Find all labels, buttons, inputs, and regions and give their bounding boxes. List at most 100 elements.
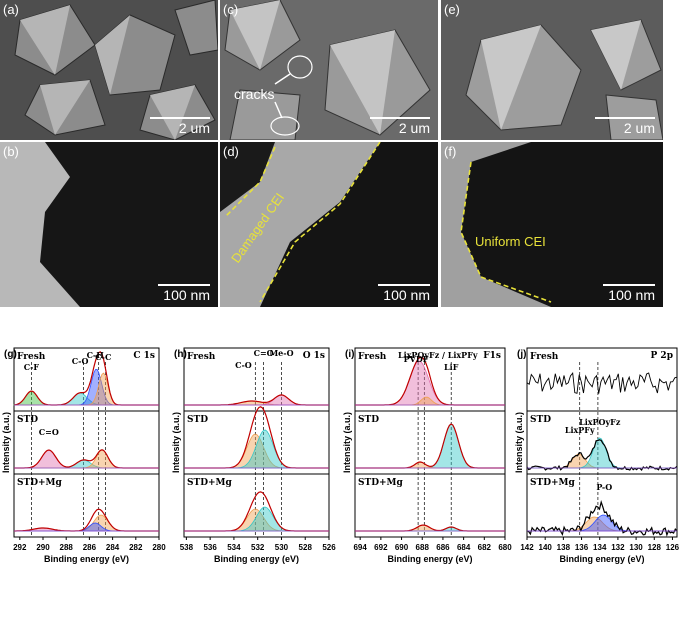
- element-label: P 2p: [651, 351, 673, 361]
- envelope-line: [526, 499, 678, 537]
- scale-bar: 100 nm: [158, 284, 210, 303]
- x-tick-label: 142: [520, 543, 534, 552]
- x-tick-label: 536: [203, 543, 217, 552]
- plot-frame: [354, 347, 506, 538]
- uniform-cei-annotation: Uniform CEI: [475, 234, 546, 249]
- x-tick-label: 136: [575, 543, 589, 552]
- panel-label: (e): [444, 2, 460, 17]
- cracks-annotation: cracks: [234, 86, 275, 102]
- peak-component: [355, 423, 505, 469]
- plot-frame: [526, 347, 678, 538]
- xps-figure: (g) C 1s Fresh STD STD+Mg C-F C-OC-HC-C C=O 292 2…: [1, 347, 680, 564]
- x-axis-label: Binding energy (eV): [214, 554, 299, 564]
- row-label: STD+Mg: [187, 478, 233, 488]
- row-label: STD+Mg: [358, 478, 404, 488]
- panel-label: (h): [174, 349, 187, 360]
- x-axis-label: Binding energy (eV): [44, 554, 129, 564]
- panel-label: (d): [223, 144, 239, 159]
- x-tick-label: 686: [436, 543, 450, 552]
- peak-label: LixPOyFz: [579, 417, 621, 427]
- x-tick-label: 140: [539, 543, 553, 552]
- peak-label: C-C: [95, 352, 111, 362]
- x-tick-label: 138: [557, 543, 571, 552]
- x-tick-label: 134: [593, 543, 607, 552]
- row-label: STD: [17, 415, 38, 425]
- row-label: STD+Mg: [17, 478, 63, 488]
- tem-image-b: [0, 142, 218, 307]
- sem-panel-a: (a) 2 um: [0, 0, 218, 140]
- panel-label: (c): [223, 2, 239, 17]
- row-label: Fresh: [17, 352, 46, 362]
- sem-image-e: [441, 0, 663, 140]
- x-tick-label: 282: [129, 543, 143, 552]
- x-axis-label: Binding energy (eV): [387, 554, 472, 564]
- x-tick-label: 680: [498, 543, 512, 552]
- peak-label: P-O: [596, 482, 612, 492]
- x-tick-label: 684: [457, 543, 471, 552]
- x-tick-label: 280: [152, 543, 166, 552]
- x-tick-label: 290: [36, 543, 50, 552]
- tem-panel-d: (d) Damaged CEI 100 nm: [220, 142, 438, 307]
- row-label: Fresh: [187, 352, 216, 362]
- peak-label: Me-O: [269, 348, 293, 358]
- row-label: STD: [358, 415, 379, 425]
- peak-label: C-H: [87, 350, 105, 360]
- panel-label: (b): [3, 144, 19, 159]
- x-tick-label: 526: [322, 543, 336, 552]
- peak-label: PVDF: [404, 354, 429, 364]
- tem-image-d: [220, 142, 438, 307]
- xps-panel-g: (g) C 1s Fresh STD STD+Mg C-F C-OC-HC-C C=O 292 2…: [1, 347, 166, 564]
- x-tick-label: 132: [611, 543, 625, 552]
- tem-panel-b: (b) 100 nm: [0, 142, 218, 307]
- x-tick-label: 692: [374, 543, 388, 552]
- xps-panel-h: (h) O 1s Fresh STD STD+Mg C-OC=OMe-O 538 536 534…: [171, 347, 336, 564]
- x-tick-label: 530: [275, 543, 289, 552]
- peak-component: [355, 461, 505, 469]
- panel-label: (g): [4, 349, 17, 360]
- y-axis-label: Intensity (a.u.): [1, 412, 11, 473]
- scale-bar: 100 nm: [378, 284, 430, 303]
- x-tick-label: 292: [13, 543, 27, 552]
- y-axis-label: Intensity (a.u.): [514, 412, 524, 473]
- row-label: STD: [187, 415, 208, 425]
- element-label: C 1s: [133, 351, 155, 361]
- tem-image-f: [441, 142, 663, 307]
- peak-component: [355, 396, 505, 406]
- row-label: STD+Mg: [530, 478, 576, 488]
- x-tick-label: 130: [629, 543, 643, 552]
- x-tick-label: 534: [227, 543, 241, 552]
- x-tick-label: 532: [251, 543, 265, 552]
- noise-trace: [526, 371, 678, 394]
- peak-label: LixPFy: [565, 425, 595, 435]
- peak-label: LixPOyFz / LixPFy: [398, 350, 478, 360]
- plot-frame: [183, 347, 330, 538]
- scale-bar: 2 um: [370, 117, 430, 136]
- x-tick-label: 538: [180, 543, 194, 552]
- row-label: Fresh: [530, 352, 559, 362]
- sem-image-c: [220, 0, 438, 140]
- x-tick-label: 682: [478, 543, 492, 552]
- x-tick-label: 126: [666, 543, 680, 552]
- x-tick-label: 286: [83, 543, 97, 552]
- scale-bar: 2 um: [595, 117, 655, 136]
- scale-bar: 100 nm: [603, 284, 655, 303]
- panel-label: (f): [444, 144, 457, 159]
- x-tick-label: 694: [353, 543, 367, 552]
- peak-label: C=O: [39, 427, 59, 437]
- x-axis-label: Binding energy (eV): [559, 554, 644, 564]
- sem-image-a: [0, 0, 218, 140]
- envelope-line: [526, 439, 678, 471]
- envelope-line: [14, 508, 159, 532]
- x-tick-label: 528: [299, 543, 313, 552]
- peak-label: C-O: [72, 356, 89, 366]
- y-axis-label: Intensity (a.u.): [342, 412, 352, 473]
- x-tick-label: 284: [106, 543, 120, 552]
- panel-label: (a): [3, 2, 19, 17]
- peak-label: C-F: [24, 362, 40, 372]
- plot-frame: [13, 347, 160, 538]
- row-label: STD: [530, 415, 551, 425]
- sem-panel-e: (e) 2 um: [441, 0, 663, 140]
- x-tick-label: 128: [648, 543, 662, 552]
- tem-panel-f: (f) Uniform CEI 100 nm: [441, 142, 663, 307]
